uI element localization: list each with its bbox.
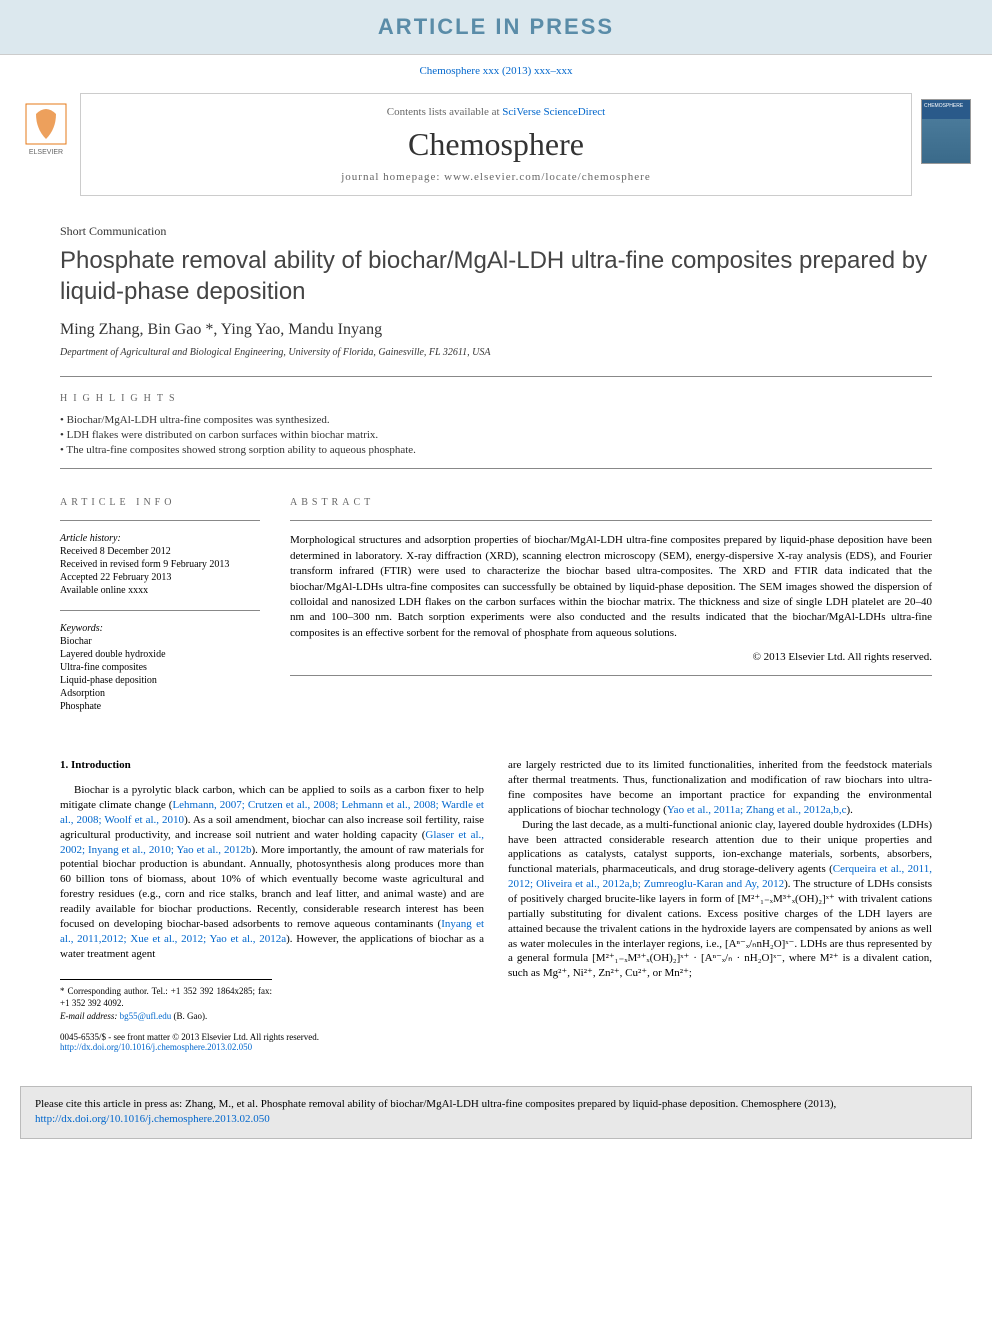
svg-text:ELSEVIER: ELSEVIER bbox=[29, 149, 63, 156]
homepage-url[interactable]: www.elsevier.com/locate/chemosphere bbox=[444, 171, 651, 183]
abstract-pane: ABSTRACT Morphological structures and ad… bbox=[290, 481, 932, 726]
article-info-pane: ARTICLE INFO Article history: Received 8… bbox=[60, 481, 260, 726]
body-paragraph: During the last decade, as a multi-funct… bbox=[508, 818, 932, 981]
footnote-line: * Corresponding author. Tel.: +1 352 392… bbox=[60, 985, 272, 1009]
history-item: Received 8 December 2012 bbox=[60, 546, 260, 557]
citation-doi-link[interactable]: http://dx.doi.org/10.1016/j.chemosphere.… bbox=[35, 1113, 270, 1125]
contents-text: Contents lists available at bbox=[387, 106, 500, 118]
history-item: Received in revised form 9 February 2013 bbox=[60, 559, 260, 570]
divider bbox=[60, 376, 932, 377]
highlights-label: HIGHLIGHTS bbox=[60, 393, 932, 404]
body-column-left: 1. Introduction Biochar is a pyrolytic b… bbox=[60, 758, 484, 1021]
keyword: Layered double hydroxide bbox=[60, 649, 260, 660]
homepage-label: journal homepage: bbox=[341, 171, 440, 183]
keyword: Liquid-phase deposition bbox=[60, 675, 260, 686]
history-head: Article history: bbox=[60, 533, 260, 544]
email-label: E-mail address: bbox=[60, 1011, 117, 1021]
journal-header-box: ELSEVIER Contents lists available at Sci… bbox=[80, 93, 912, 196]
citation-box: Please cite this article in press as: Zh… bbox=[20, 1086, 972, 1139]
highlight-item: Biochar/MgAl-LDH ultra-fine composites w… bbox=[60, 414, 932, 426]
press-banner: ARTICLE IN PRESS bbox=[0, 0, 992, 54]
highlight-item: The ultra-fine composites showed strong … bbox=[60, 444, 932, 456]
keyword: Ultra-fine composites bbox=[60, 662, 260, 673]
body-column-right: are largely restricted due to its limite… bbox=[508, 758, 932, 1021]
email-name: (B. Gao). bbox=[173, 1011, 207, 1021]
copyright: © 2013 Elsevier Ltd. All rights reserved… bbox=[290, 651, 932, 663]
highlight-item: LDH flakes were distributed on carbon su… bbox=[60, 429, 932, 441]
body-text: ). bbox=[846, 804, 852, 816]
divider bbox=[60, 468, 932, 469]
journal-ref: Chemosphere xxx (2013) xxx–xxx bbox=[0, 55, 992, 85]
authors: Ming Zhang, Bin Gao *, Ying Yao, Mandu I… bbox=[60, 321, 932, 339]
article-title: Phosphate removal ability of biochar/MgA… bbox=[60, 245, 932, 307]
elsevier-logo: ELSEVIER bbox=[21, 99, 71, 159]
section-number: 1. bbox=[60, 759, 68, 771]
citation-link[interactable]: Yao et al., 2011a; Zhang et al., 2012a,b… bbox=[667, 804, 847, 816]
issn-line: 0045-6535/$ - see front matter © 2013 El… bbox=[60, 1032, 932, 1042]
sciencedirect-link[interactable]: SciVerse ScienceDirect bbox=[502, 106, 605, 118]
journal-homepage: journal homepage: www.elsevier.com/locat… bbox=[101, 171, 891, 183]
divider bbox=[60, 520, 260, 521]
body-paragraph: are largely restricted due to its limite… bbox=[508, 758, 932, 817]
journal-name: Chemosphere bbox=[101, 126, 891, 163]
abstract-label: ABSTRACT bbox=[290, 497, 932, 508]
affiliation: Department of Agricultural and Biologica… bbox=[60, 347, 932, 358]
divider bbox=[290, 675, 932, 676]
body-text: ). The structure of LDHs consists of pos… bbox=[508, 878, 932, 979]
section-heading: 1. Introduction bbox=[60, 758, 484, 773]
highlights-list: Biochar/MgAl-LDH ultra-fine composites w… bbox=[60, 414, 932, 456]
doi-link[interactable]: http://dx.doi.org/10.1016/j.chemosphere.… bbox=[60, 1042, 252, 1052]
contents-label: Contents lists available at SciVerse Sci… bbox=[101, 106, 891, 118]
footnote-line: E-mail address: bg55@ufl.edu (B. Gao). bbox=[60, 1010, 272, 1022]
citation-text: Please cite this article in press as: Zh… bbox=[35, 1098, 836, 1110]
divider bbox=[60, 610, 260, 611]
body-columns: 1. Introduction Biochar is a pyrolytic b… bbox=[60, 758, 932, 1021]
body-paragraph: Biochar is a pyrolytic black carbon, whi… bbox=[60, 783, 484, 961]
email-link[interactable]: bg55@ufl.edu bbox=[120, 1011, 172, 1021]
divider bbox=[290, 520, 932, 521]
keyword: Phosphate bbox=[60, 701, 260, 712]
journal-cover-thumbnail bbox=[921, 99, 971, 164]
section-title: Introduction bbox=[71, 759, 131, 771]
abstract-text: Morphological structures and adsorption … bbox=[290, 533, 932, 641]
page-footer: 0045-6535/$ - see front matter © 2013 El… bbox=[60, 1032, 932, 1052]
keywords-head: Keywords: bbox=[60, 623, 260, 634]
info-label: ARTICLE INFO bbox=[60, 497, 260, 508]
history-item: Accepted 22 February 2013 bbox=[60, 572, 260, 583]
body-text: ). More importantly, the amount of raw m… bbox=[60, 844, 484, 930]
article-type: Short Communication bbox=[60, 224, 932, 239]
keyword: Adsorption bbox=[60, 688, 260, 699]
corresponding-author-footnote: * Corresponding author. Tel.: +1 352 392… bbox=[60, 979, 272, 1021]
keyword: Biochar bbox=[60, 636, 260, 647]
history-item: Available online xxxx bbox=[60, 585, 260, 596]
